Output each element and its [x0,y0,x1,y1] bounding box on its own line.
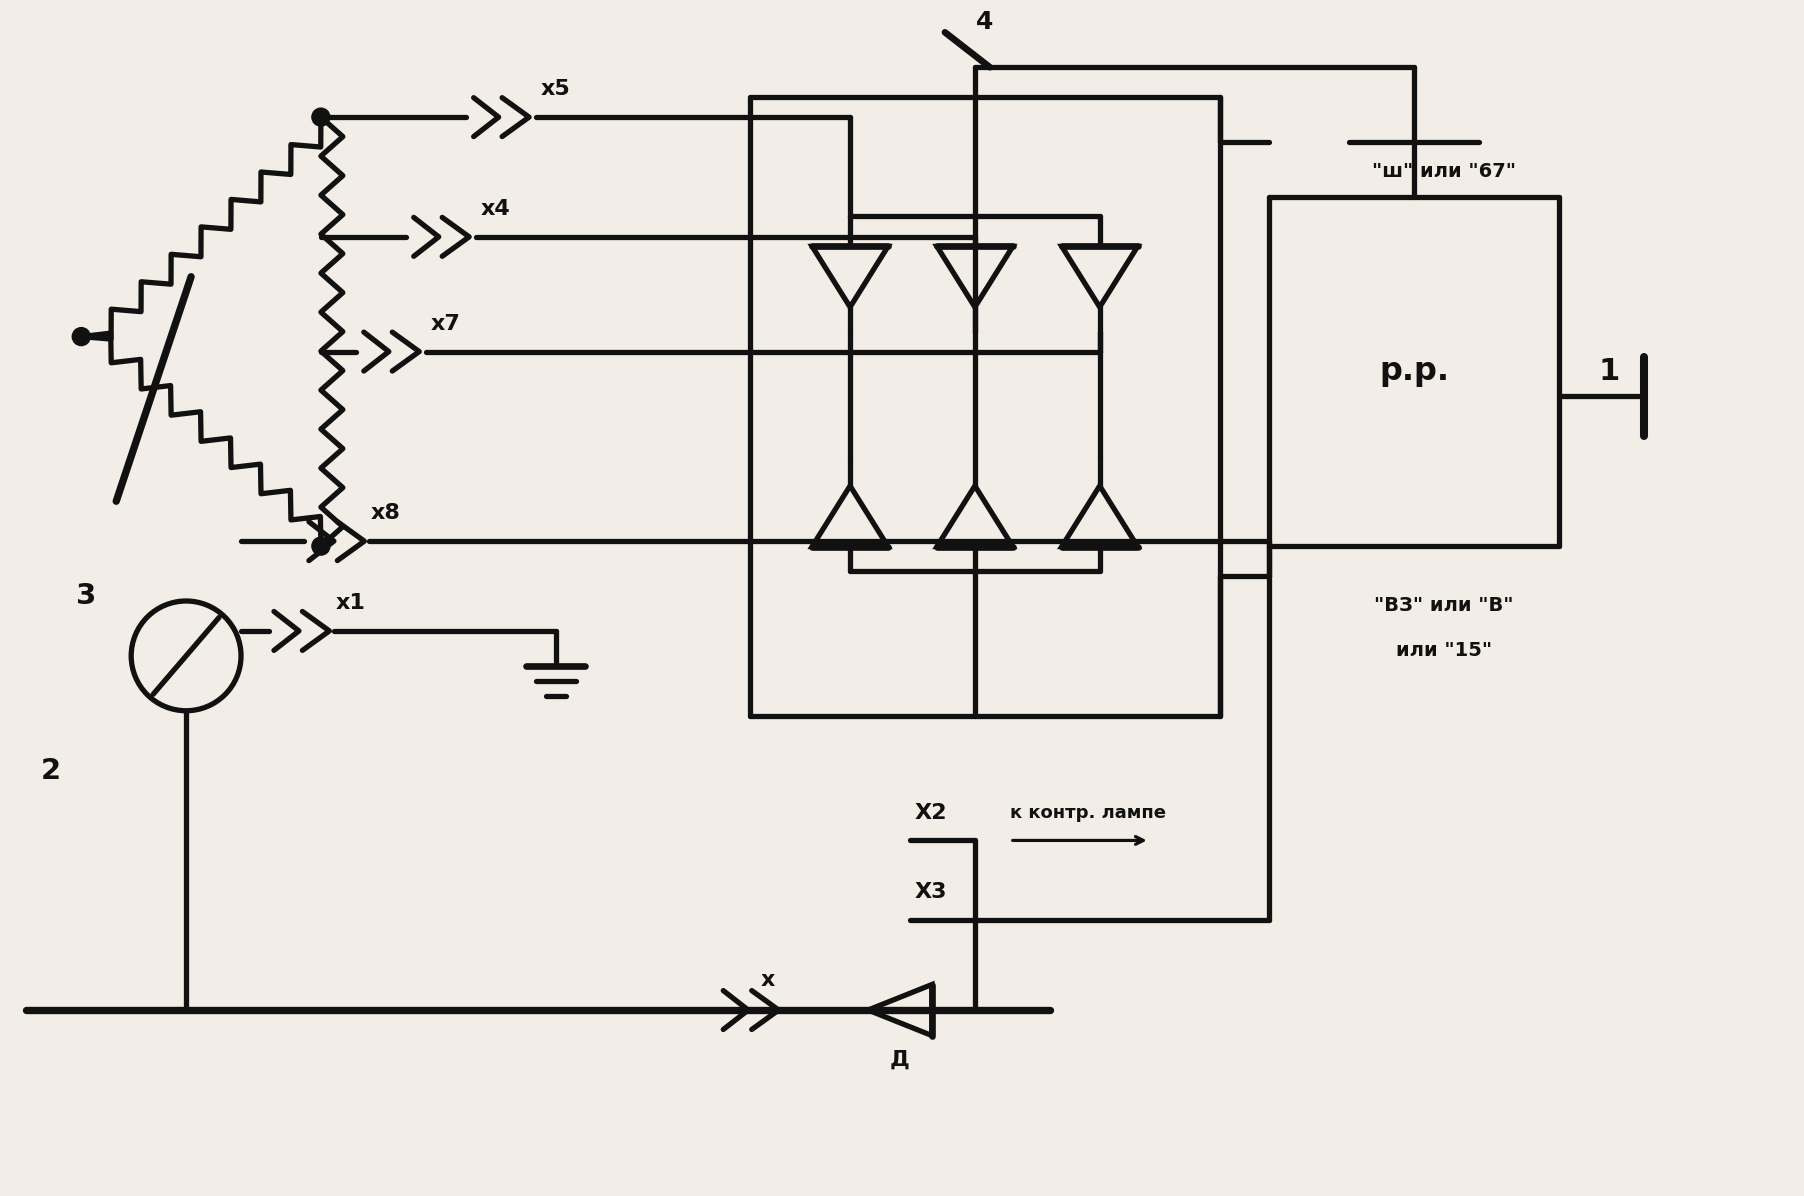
Text: "ВЗ" или "В": "ВЗ" или "В" [1375,597,1514,616]
Text: "ш" или "67": "ш" или "67" [1373,163,1515,182]
Text: или "15": или "15" [1396,641,1492,660]
Text: x: x [759,970,774,990]
Text: 1: 1 [1598,358,1620,386]
Text: X3: X3 [915,883,947,902]
Circle shape [312,108,330,126]
Circle shape [72,328,90,346]
Text: x1: x1 [336,593,366,614]
Text: Д: Д [889,1050,909,1070]
Text: x4: x4 [480,199,511,219]
Text: 3: 3 [76,582,96,610]
Text: x5: x5 [541,79,570,99]
Text: X2: X2 [915,803,947,823]
Text: к контр. лампе: к контр. лампе [1010,804,1165,822]
Circle shape [312,537,330,555]
Text: 4: 4 [976,11,994,35]
Text: р.р.: р.р. [1380,356,1449,388]
Text: 2: 2 [41,757,61,785]
Text: x8: x8 [372,504,400,523]
Text: x7: x7 [431,313,460,334]
